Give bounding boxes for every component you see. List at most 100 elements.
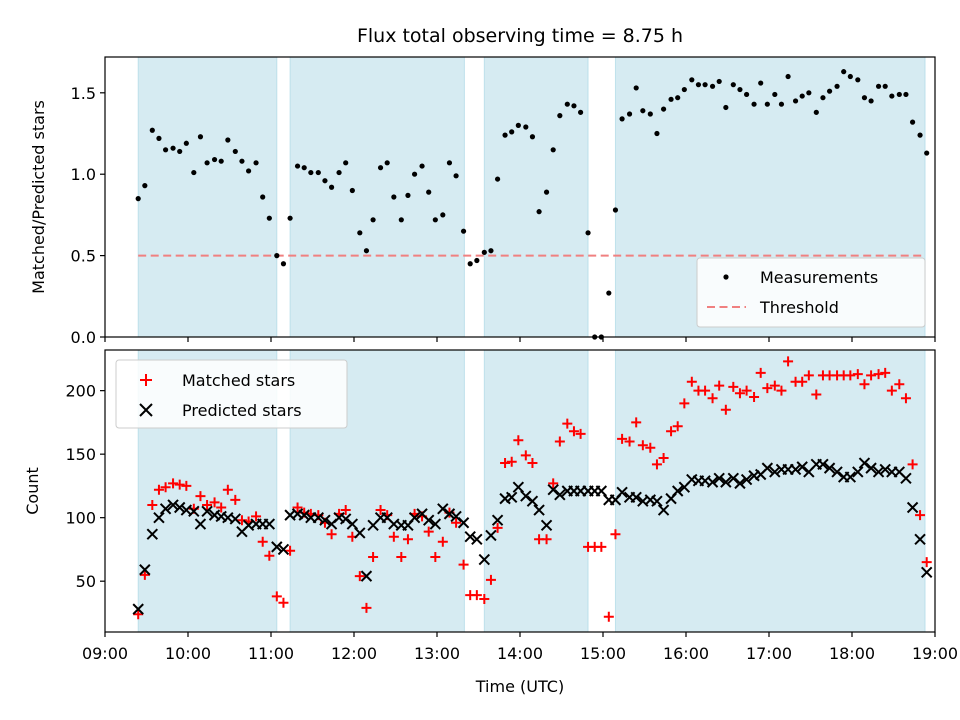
measurement-point (868, 98, 874, 104)
measurement-point (287, 215, 293, 221)
predicted-star-marker (429, 518, 442, 530)
matched-star-marker (562, 418, 573, 429)
y-tick-label: 0.0 (71, 328, 96, 347)
matched-star-marker (845, 370, 856, 381)
measurement-point (536, 209, 542, 215)
matched-star-marker (209, 497, 220, 508)
measurement-point (502, 132, 508, 138)
predicted-star-marker (159, 503, 172, 515)
matched-star-marker (921, 557, 932, 568)
legend-predicted-label: Predicted stars (182, 401, 302, 420)
matched-star-marker (222, 484, 233, 495)
predicted-star-marker (201, 505, 213, 518)
predicted-star-marker (229, 513, 242, 525)
legend-measurements-label: Measurements (760, 268, 878, 287)
measurement-point (612, 207, 619, 213)
measurement-point (826, 88, 833, 94)
matched-star-marker (610, 529, 621, 540)
matched-star-marker (485, 574, 496, 585)
measurement-point (764, 101, 770, 107)
predicted-star-marker (651, 495, 663, 507)
measurement-point (349, 187, 355, 194)
matched-star-marker (500, 458, 511, 469)
x-tick-label: 13:00 (414, 644, 460, 663)
predicted-star-marker (312, 511, 325, 524)
matched-star-marker (811, 389, 822, 400)
matched-star-marker (437, 536, 448, 547)
matched-star-marker (631, 417, 642, 428)
measurement-point (460, 228, 467, 234)
predicted-star-marker (526, 495, 539, 507)
x-tick-label: 09:00 (82, 644, 128, 663)
matched-star-marker (907, 459, 918, 470)
y-tick-label: 200 (65, 382, 96, 401)
matched-star-marker (624, 436, 635, 447)
measurement-point (585, 230, 591, 236)
measurement-point (322, 178, 328, 184)
measurement-point (315, 169, 321, 176)
observing-window-band-bottom-2 (483, 349, 589, 633)
x-axis-label: Time (UTC) (475, 677, 564, 696)
measurement-point (847, 73, 853, 80)
predicted-star-marker (831, 466, 843, 478)
matched-star-marker (568, 426, 579, 437)
measurement-point (633, 85, 639, 91)
measurement-point (432, 217, 438, 223)
measurement-point (253, 160, 259, 166)
predicted-star-marker (796, 461, 808, 473)
predicted-star-marker (740, 473, 753, 486)
x-tick-label: 15:00 (580, 644, 626, 663)
matched-star-marker (859, 379, 870, 390)
top-y-ticks: 0.0 0.5 1.0 1.5 (71, 84, 105, 347)
measurement-point (668, 96, 674, 102)
predicted-star-marker (505, 491, 518, 504)
matched-star-marker (741, 385, 752, 396)
matched-star-marker (527, 458, 538, 469)
y-tick-label: 100 (65, 509, 96, 528)
measurement-point (391, 194, 397, 200)
predicted-star-marker (146, 528, 159, 540)
measurement-point (882, 83, 888, 89)
measurement-point (280, 261, 287, 267)
x-tick-label: 10:00 (165, 644, 211, 663)
measurement-point (308, 169, 314, 176)
x-tick-label: 18:00 (829, 644, 875, 663)
predicted-star-marker (533, 504, 545, 516)
predicted-star-marker (554, 489, 566, 501)
measurement-point (806, 90, 812, 96)
predicted-star-marker (914, 533, 926, 545)
legend-measurements-marker (723, 274, 729, 280)
predicted-star-marker (443, 508, 456, 520)
measurement-point (135, 196, 141, 202)
predicted-star-marker (657, 504, 670, 516)
measurement-point (467, 261, 473, 267)
legend-matched-marker (140, 374, 152, 386)
matched-star-marker (686, 376, 697, 387)
matched-star-marker (645, 442, 656, 453)
matched-star-marker (181, 480, 192, 491)
measurement-point (550, 147, 556, 153)
matched-star-marker (402, 534, 413, 545)
measurement-point (772, 91, 778, 98)
measurement-point (785, 73, 791, 80)
predicted-star-marker (713, 472, 725, 485)
matched-star-marker (423, 526, 434, 537)
top-legend-box (696, 257, 926, 328)
predicted-star-marker (817, 458, 829, 471)
matched-star-marker (762, 383, 773, 394)
matched-star-marker (880, 367, 891, 378)
matched-star-marker (776, 385, 787, 396)
measurement-point (474, 257, 480, 264)
matched-star-marker (479, 593, 490, 604)
measurement-point (529, 134, 536, 140)
matched-star-marker (672, 421, 683, 432)
matched-star-marker (666, 426, 677, 437)
matched-star-marker (596, 541, 607, 552)
measurement-point (363, 248, 370, 254)
matched-star-marker (458, 559, 469, 570)
matched-star-marker (541, 534, 552, 545)
matched-star-marker (900, 393, 911, 404)
matched-star-marker (852, 369, 863, 380)
predicted-star-marker (906, 501, 919, 514)
measurement-point (357, 230, 363, 236)
